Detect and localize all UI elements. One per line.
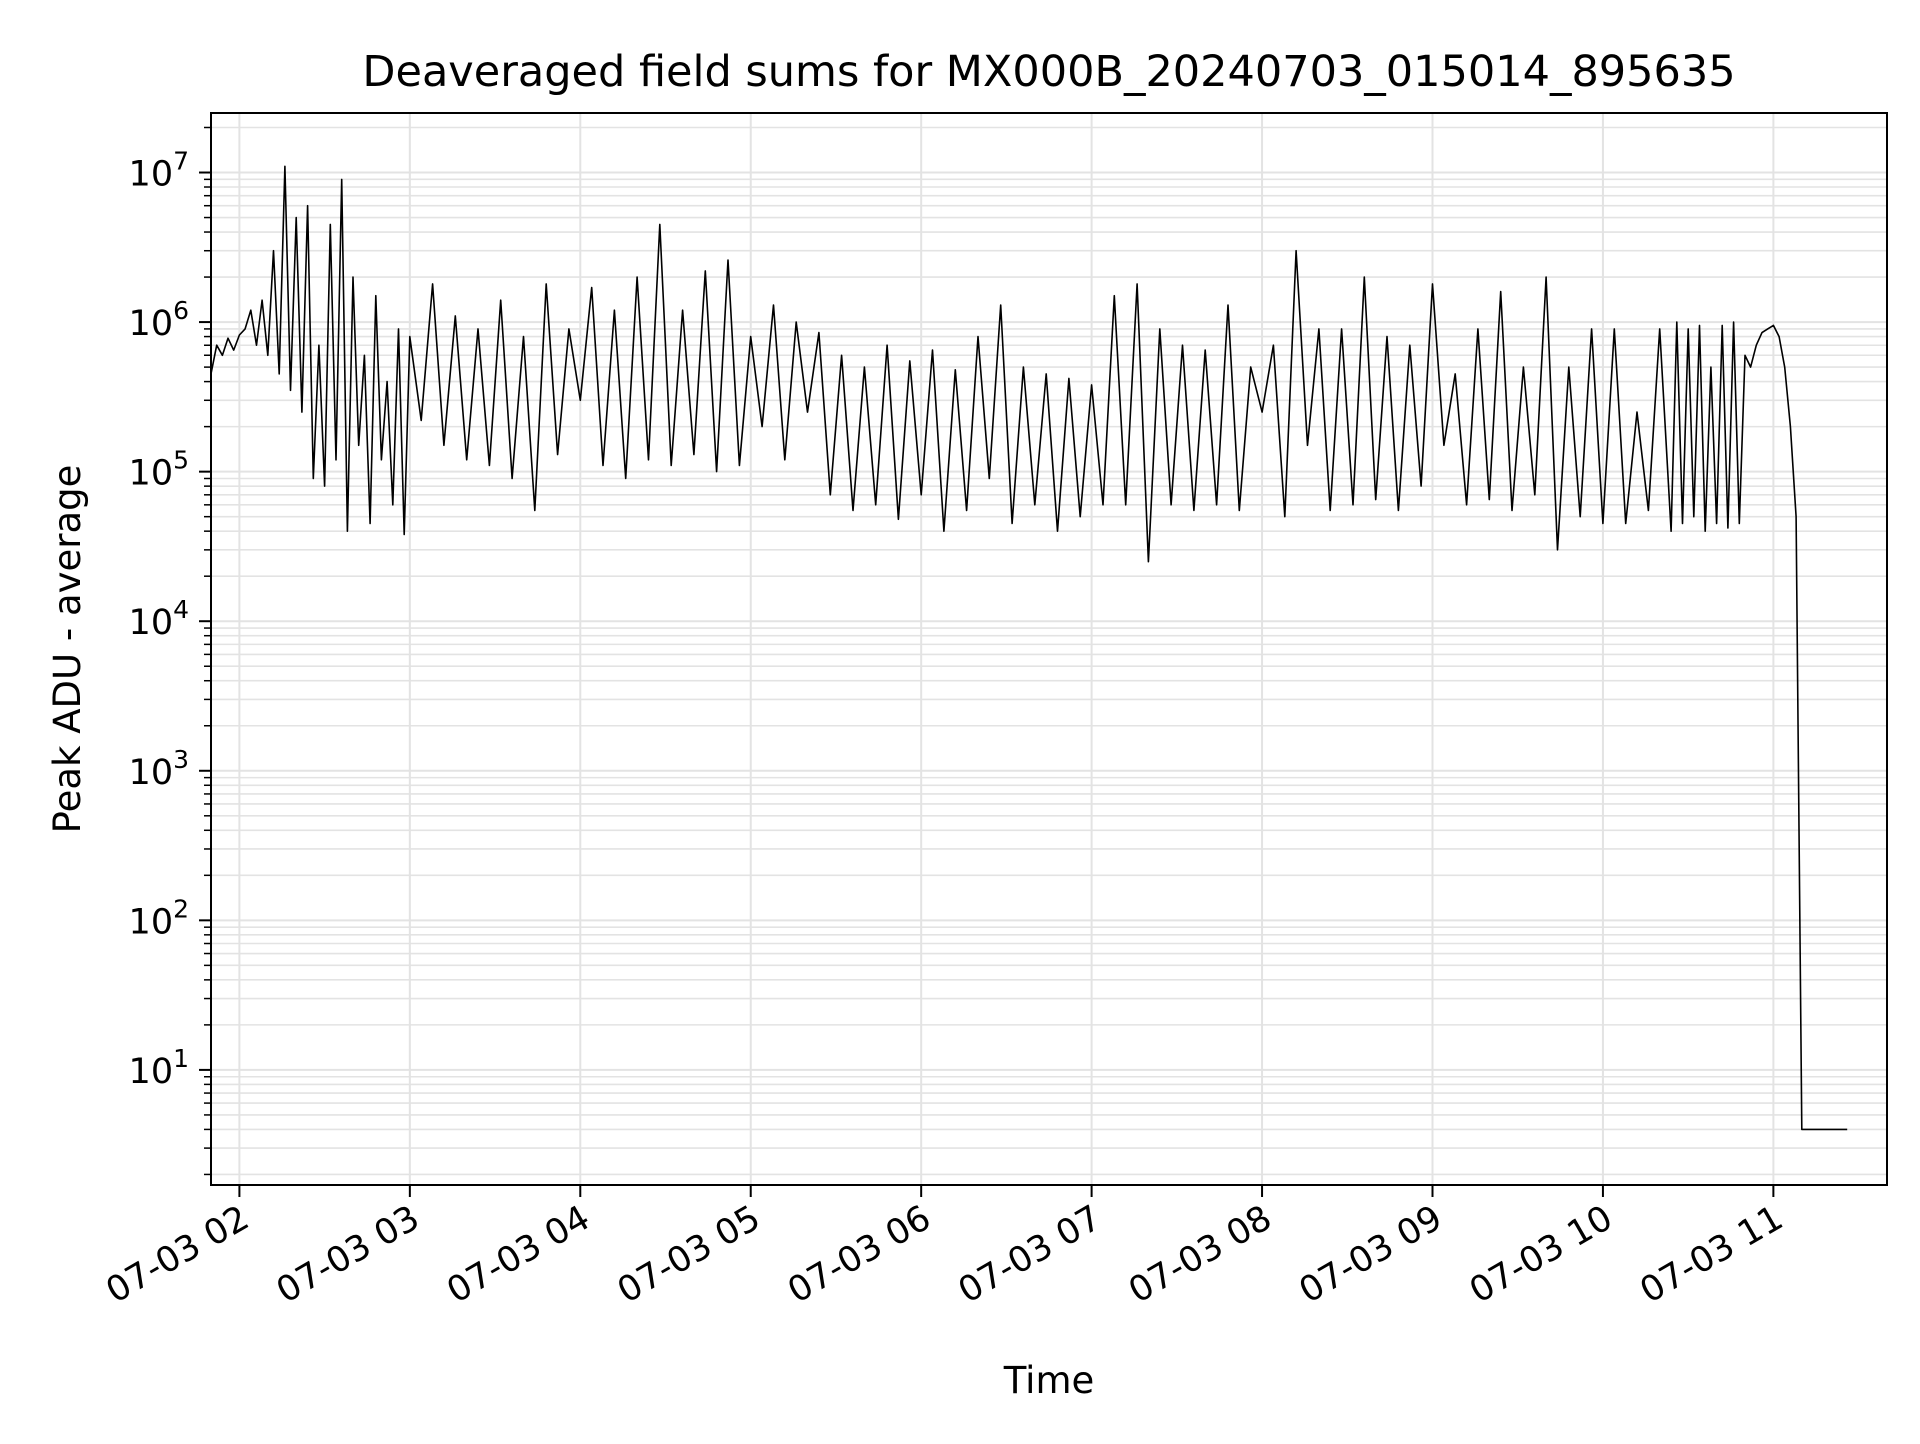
y-tick-base: 10 <box>129 304 174 344</box>
y-tick-exponent: 4 <box>173 595 189 624</box>
y-tick-base: 10 <box>129 454 174 494</box>
y-tick-base: 10 <box>129 753 174 793</box>
y-tick-base: 10 <box>129 902 174 942</box>
y-tick-base: 10 <box>129 603 174 643</box>
y-tick-exponent: 5 <box>173 446 189 475</box>
chart-title: Deaveraged field sums for MX000B_2024070… <box>362 47 1735 97</box>
y-tick-exponent: 2 <box>173 894 189 923</box>
x-axis-label: Time <box>1003 1359 1095 1402</box>
y-tick-base: 10 <box>129 155 174 195</box>
y-tick-exponent: 1 <box>173 1044 189 1073</box>
y-tick-exponent: 6 <box>173 296 189 325</box>
y-axis-label: Peak ADU - average <box>46 465 89 834</box>
y-tick-exponent: 3 <box>173 745 189 774</box>
y-tick-exponent: 7 <box>173 147 189 176</box>
y-tick-base: 10 <box>129 1052 174 1092</box>
